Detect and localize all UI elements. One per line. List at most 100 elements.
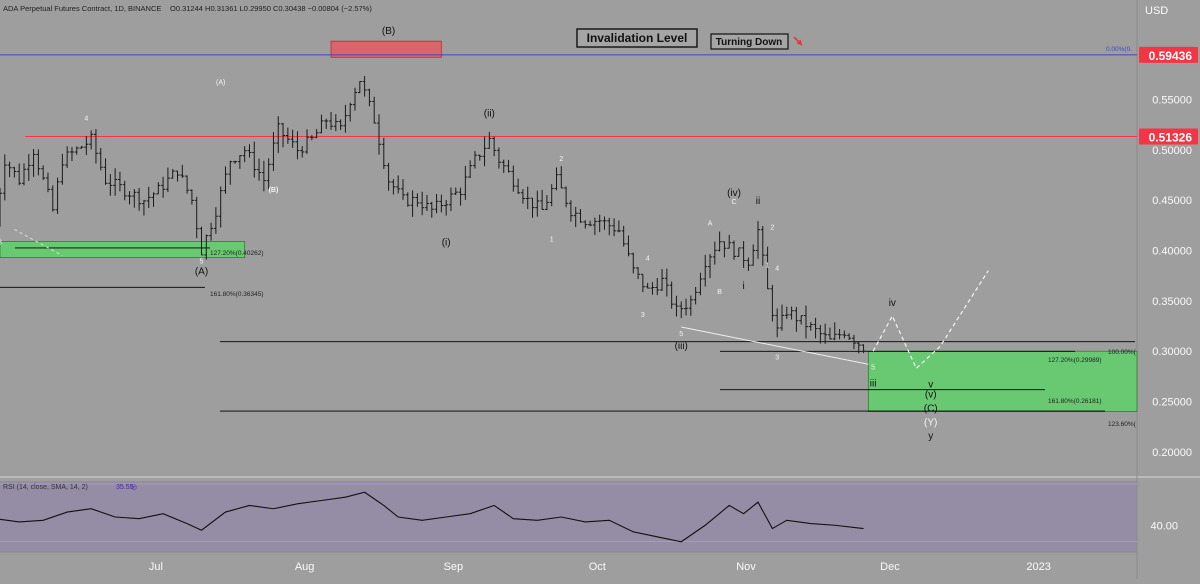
- candle: [266, 158, 271, 190]
- candle: [693, 286, 698, 305]
- invalidation-level-box: [576, 28, 698, 48]
- candle: [770, 284, 775, 322]
- candle: [377, 114, 381, 155]
- currency-label[interactable]: USD: [1145, 5, 1168, 17]
- candle: [74, 146, 79, 155]
- candle: [448, 187, 453, 212]
- wave-label-23: 4: [775, 266, 779, 273]
- candle: [765, 246, 770, 290]
- candle: [496, 147, 501, 169]
- price-tick-label: 0.25000: [1152, 397, 1192, 409]
- wave-label-21: 1: [766, 263, 770, 270]
- candle: [343, 104, 348, 133]
- candle: [688, 295, 693, 316]
- candle: [626, 235, 631, 257]
- rsi-value: 35.55: [116, 484, 134, 491]
- wave-label-9: 2: [559, 156, 563, 163]
- candle: [564, 186, 569, 208]
- candle: [520, 189, 525, 204]
- levels-layer: [0, 54, 1137, 412]
- fib-level-127-high-label: 127.20%(0.40262): [210, 250, 264, 257]
- wave-label-25: iv: [889, 298, 896, 309]
- candle: [295, 131, 300, 160]
- candle: [616, 220, 621, 233]
- candle: [79, 146, 84, 149]
- wave-labels-layer: (B)(A)(B)(A)435(ii)(i)21435(iii)(iv)CABi…: [0, 26, 938, 442]
- candle: [31, 149, 36, 177]
- time-tick-label: Nov: [736, 561, 756, 573]
- candle: [396, 175, 401, 194]
- candle: [472, 151, 477, 169]
- symbol-title[interactable]: ADA Perpetual Futures Contract, 1D, BINA…: [3, 4, 161, 13]
- candle: [708, 254, 713, 279]
- wave-label-4: 4: [84, 116, 88, 123]
- fib-level-100-label: 100.00%(: [1108, 349, 1137, 356]
- overlays-layer: [14, 228, 989, 370]
- candle: [789, 306, 794, 320]
- candle: [703, 254, 708, 287]
- candle: [415, 193, 420, 207]
- price-tick-label: 0.45000: [1152, 195, 1192, 207]
- fib-level-127-low-label: 127.20%(0.29989): [1048, 357, 1102, 364]
- wave-label-26: 5: [871, 364, 875, 371]
- candle: [50, 185, 55, 212]
- wave-label-32: y: [928, 431, 933, 442]
- candle: [122, 180, 127, 201]
- candle: [55, 177, 60, 214]
- candle: [237, 155, 242, 169]
- candle: [151, 192, 156, 207]
- candle: [439, 194, 444, 213]
- wave-label-18: B: [717, 289, 722, 296]
- wave-label-29: (v): [925, 390, 937, 401]
- rsi-layer: [0, 483, 1137, 543]
- candle: [583, 220, 588, 229]
- candle: [362, 75, 367, 97]
- rsi-eye-icon[interactable]: ◎: [131, 484, 137, 491]
- time-tick-label: Dec: [880, 561, 900, 573]
- candle: [170, 169, 175, 179]
- candle: [827, 327, 832, 340]
- price-axis-layer[interactable]: 0.55000 0.50000 0.45000 0.40000 0.35000 0.300…: [1139, 46, 1198, 532]
- candle: [180, 164, 185, 178]
- candle: [535, 190, 540, 217]
- candle: [597, 214, 602, 233]
- price-tick-label: 0.20000: [1152, 447, 1192, 459]
- candle: [501, 159, 506, 173]
- candle: [468, 160, 473, 179]
- candle: [823, 323, 828, 344]
- wave-label-20: 2: [770, 224, 774, 231]
- candle: [165, 167, 170, 193]
- candle: [276, 116, 281, 154]
- candle: [760, 225, 765, 266]
- candle: [712, 241, 717, 265]
- candle: [631, 252, 636, 274]
- candle: [751, 244, 756, 266]
- candle: [391, 179, 396, 195]
- rsi-title[interactable]: RSI (14, close, SMA, 14, 2): [3, 484, 88, 491]
- candle: [381, 137, 386, 170]
- candle: [568, 200, 573, 222]
- candle: [309, 135, 314, 141]
- candle: [281, 122, 286, 148]
- candle: [592, 217, 597, 235]
- wave-label-14: (iii): [675, 341, 688, 352]
- candle: [314, 128, 319, 139]
- wave-label-30: (C): [924, 404, 938, 415]
- candle: [511, 165, 516, 192]
- candle: [477, 154, 482, 161]
- candle: [756, 221, 760, 259]
- rsi-panel-background: [0, 481, 1137, 552]
- fib-level-123-low-label: 123.60%(: [1108, 421, 1137, 428]
- candle: [655, 277, 660, 296]
- candle: [324, 118, 329, 129]
- invalidation-zone-2: [330, 40, 442, 58]
- candle: [228, 160, 233, 185]
- candle: [60, 153, 65, 185]
- wave-label-3: (A): [195, 267, 208, 278]
- candle: [242, 146, 247, 163]
- candle: [463, 165, 468, 200]
- time-tick-label: Oct: [589, 561, 606, 573]
- time-axis-layer[interactable]: Jul Aug Sep Oct Nov Dec 2023: [149, 561, 1051, 573]
- wave-label-27: iii: [870, 378, 877, 389]
